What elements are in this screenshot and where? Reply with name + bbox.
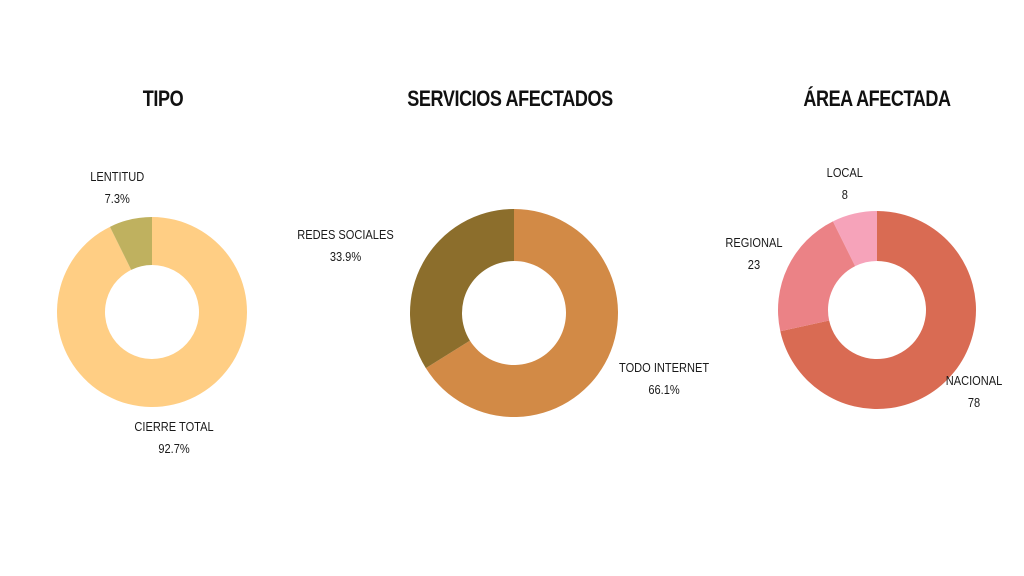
slice-label-name: CIERRE TOTAL [134, 419, 214, 434]
donut-slice-cierre-total [56, 217, 247, 407]
chart-title-servicios: SERVICIOS AFECTADOS [407, 86, 613, 111]
slice-label-nacional: NACIONAL 78 [946, 370, 1002, 414]
slice-label-todo-internet: TODO INTERNET 66.1% [619, 357, 709, 401]
slice-label-redes-sociales: REDES SOCIALES 33.9% [297, 224, 393, 268]
chart-title-area: ÁREA AFECTADA [803, 86, 951, 111]
donut-slice-nacional [780, 211, 976, 409]
slice-label-value: 92.7% [158, 441, 190, 456]
slice-label-name: LOCAL [826, 165, 863, 180]
slice-label-value: 66.1% [648, 382, 680, 397]
donut-slice-lentitud [109, 217, 152, 270]
donut-slice-local [832, 211, 877, 267]
slice-label-value: 8 [841, 187, 848, 202]
donut-slice-regional [778, 221, 856, 332]
slice-label-local: LOCAL 8 [827, 162, 863, 206]
donut-slice-redes-sociales [409, 209, 514, 369]
slice-label-regional: REGIONAL 23 [725, 232, 782, 276]
slice-label-value: 23 [747, 257, 761, 272]
slice-label-name: LENTITUD [90, 169, 145, 184]
slice-label-lentitud: LENTITUD 7.3% [90, 166, 144, 210]
slice-label-value: 7.3% [104, 191, 130, 206]
donut-slice-todo-internet [425, 209, 618, 417]
slice-label-name: REGIONAL [725, 235, 783, 250]
slice-label-name: TODO INTERNET [619, 360, 710, 375]
slice-label-name: REDES SOCIALES [297, 227, 394, 242]
chart-title-tipo: TIPO [142, 86, 184, 111]
slice-label-value: 78 [967, 395, 981, 410]
slice-label-name: NACIONAL [945, 373, 1003, 388]
slice-label-cierre-total: CIERRE TOTAL 92.7% [134, 416, 213, 460]
slice-label-value: 33.9% [329, 249, 362, 264]
